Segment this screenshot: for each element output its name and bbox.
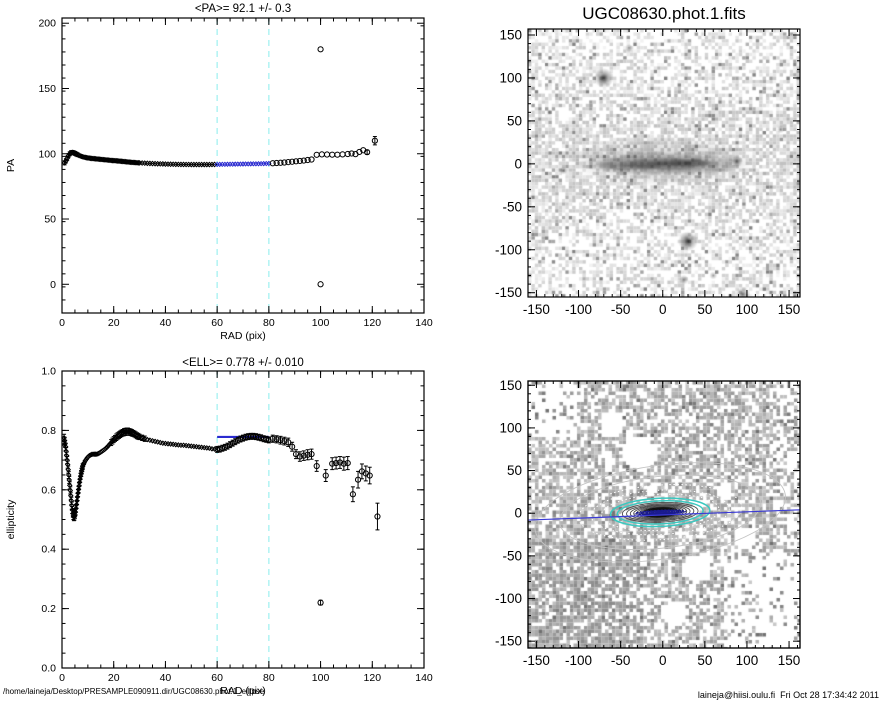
svg-text:60: 60 bbox=[211, 317, 223, 329]
svg-text:100: 100 bbox=[736, 302, 759, 317]
svg-text:0.2: 0.2 bbox=[41, 603, 56, 615]
svg-text:40: 40 bbox=[160, 317, 172, 329]
svg-text:140: 140 bbox=[415, 317, 433, 329]
svg-text:<PA>= 92.1 +/- 0.3: <PA>= 92.1 +/- 0.3 bbox=[195, 3, 291, 15]
svg-text:120: 120 bbox=[364, 317, 382, 329]
svg-text:0: 0 bbox=[59, 317, 65, 329]
svg-text:100: 100 bbox=[499, 70, 522, 85]
pa-vs-radius-plot: 0 20 40 60 80 100 120 140 0 50 100 150 200 <PA>= 92.1… bbox=[0, 0, 443, 352]
galaxy-image-panel: -150 -100 -50 0 50 100 150 -150 -100 -50 0 50 100 150… bbox=[443, 0, 885, 352]
svg-text:0: 0 bbox=[514, 506, 522, 521]
svg-text:80: 80 bbox=[263, 317, 275, 329]
svg-text:-150: -150 bbox=[495, 634, 522, 649]
svg-text:100: 100 bbox=[312, 672, 330, 684]
svg-text:<ELL>= 0.778 +/- 0.010: <ELL>= 0.778 +/- 0.010 bbox=[182, 357, 304, 369]
pa_profile-outer-profile bbox=[269, 46, 378, 288]
svg-text:50: 50 bbox=[44, 214, 56, 226]
svg-text:-150: -150 bbox=[495, 285, 522, 300]
svg-text:0: 0 bbox=[659, 653, 667, 668]
contour-overlay-panel: -150 -100 -50 0 50 100 150 -150 -100 -50 0 50 100 150 bbox=[443, 352, 885, 708]
svg-text:150: 150 bbox=[38, 83, 56, 95]
svg-text:150: 150 bbox=[499, 28, 522, 43]
galaxy-image-axes: -150 -100 -50 0 50 100 150 -150 -100 -50 0 50 100 150… bbox=[495, 4, 801, 317]
pa_profile-fit-range-points bbox=[214, 160, 272, 168]
svg-text:50: 50 bbox=[697, 653, 712, 668]
ellipticity-vs-radius-plot: 0 20 40 60 80 100 120 140 0.0 0.2 0.4 0.6 0.8 1.0 <ELL… bbox=[0, 352, 443, 708]
svg-text:150: 150 bbox=[778, 302, 801, 317]
svg-text:-150: -150 bbox=[523, 653, 550, 668]
svg-text:40: 40 bbox=[160, 672, 172, 684]
svg-text:RAD (pix): RAD (pix) bbox=[220, 330, 266, 342]
svg-text:-150: -150 bbox=[523, 302, 550, 317]
user-host-timestamp: laineja@hiisi.oulu.fi Fri Oct 28 17:34:4… bbox=[697, 690, 879, 700]
svg-text:150: 150 bbox=[499, 378, 522, 393]
svg-text:-100: -100 bbox=[495, 242, 522, 257]
svg-text:150: 150 bbox=[778, 653, 801, 668]
ell_profile-outer-profile bbox=[269, 434, 381, 606]
svg-text:0: 0 bbox=[659, 302, 667, 317]
svg-text:-50: -50 bbox=[502, 548, 522, 563]
major-axis-line bbox=[527, 509, 801, 521]
svg-text:UGC08630.phot.1.fits: UGC08630.phot.1.fits bbox=[582, 4, 745, 23]
svg-text:50: 50 bbox=[697, 302, 712, 317]
svg-text:0: 0 bbox=[514, 156, 522, 171]
svg-text:0.6: 0.6 bbox=[41, 484, 56, 496]
svg-text:120: 120 bbox=[364, 672, 382, 684]
svg-text:200: 200 bbox=[38, 18, 56, 30]
svg-text:-50: -50 bbox=[611, 653, 631, 668]
svg-text:140: 140 bbox=[415, 672, 433, 684]
galaxy-image-canvas bbox=[528, 29, 800, 297]
svg-text:-100: -100 bbox=[565, 653, 592, 668]
svg-text:-50: -50 bbox=[611, 302, 631, 317]
svg-text:-100: -100 bbox=[565, 302, 592, 317]
ell_profile-inner-profile bbox=[61, 427, 218, 522]
output-file-path: /home/laineja/Desktop/PRESAMPLE090911.di… bbox=[3, 687, 265, 696]
fitted-ellipse-contours bbox=[534, 462, 786, 563]
svg-text:RAD (pix): RAD (pix) bbox=[220, 685, 266, 697]
svg-text:1.0: 1.0 bbox=[41, 366, 56, 378]
ell_profile-fit-range-points bbox=[214, 432, 272, 453]
svg-text:0: 0 bbox=[59, 672, 65, 684]
svg-text:0.8: 0.8 bbox=[41, 425, 56, 437]
svg-text:50: 50 bbox=[507, 463, 522, 478]
svg-text:-100: -100 bbox=[495, 591, 522, 606]
svg-text:100: 100 bbox=[736, 653, 759, 668]
svg-text:-50: -50 bbox=[502, 199, 522, 214]
svg-text:80: 80 bbox=[263, 672, 275, 684]
pa_profile-svg: 0 20 40 60 80 100 120 140 0 50 100 150 200 <PA>= 92.1… bbox=[5, 3, 433, 342]
svg-text:60: 60 bbox=[211, 672, 223, 684]
svg-text:0.4: 0.4 bbox=[41, 544, 56, 556]
svg-text:100: 100 bbox=[38, 148, 56, 160]
svg-text:0: 0 bbox=[50, 279, 56, 291]
svg-text:100: 100 bbox=[499, 420, 522, 435]
ell_profile-svg: 0 20 40 60 80 100 120 140 0.0 0.2 0.4 0.6 0.8 1.0 <ELL… bbox=[5, 357, 433, 697]
contour-overlay-svg: -150 -100 -50 0 50 100 150 -150 -100 -50 0 50 100 150 bbox=[495, 378, 801, 668]
pa_profile-inner-profile bbox=[61, 149, 218, 168]
svg-text:20: 20 bbox=[108, 317, 120, 329]
svg-text:0.0: 0.0 bbox=[41, 663, 56, 675]
svg-text:PA: PA bbox=[5, 159, 17, 172]
svg-text:ellipticity: ellipticity bbox=[5, 499, 17, 539]
svg-text:50: 50 bbox=[507, 113, 522, 128]
svg-text:100: 100 bbox=[312, 317, 330, 329]
svg-text:20: 20 bbox=[108, 672, 120, 684]
